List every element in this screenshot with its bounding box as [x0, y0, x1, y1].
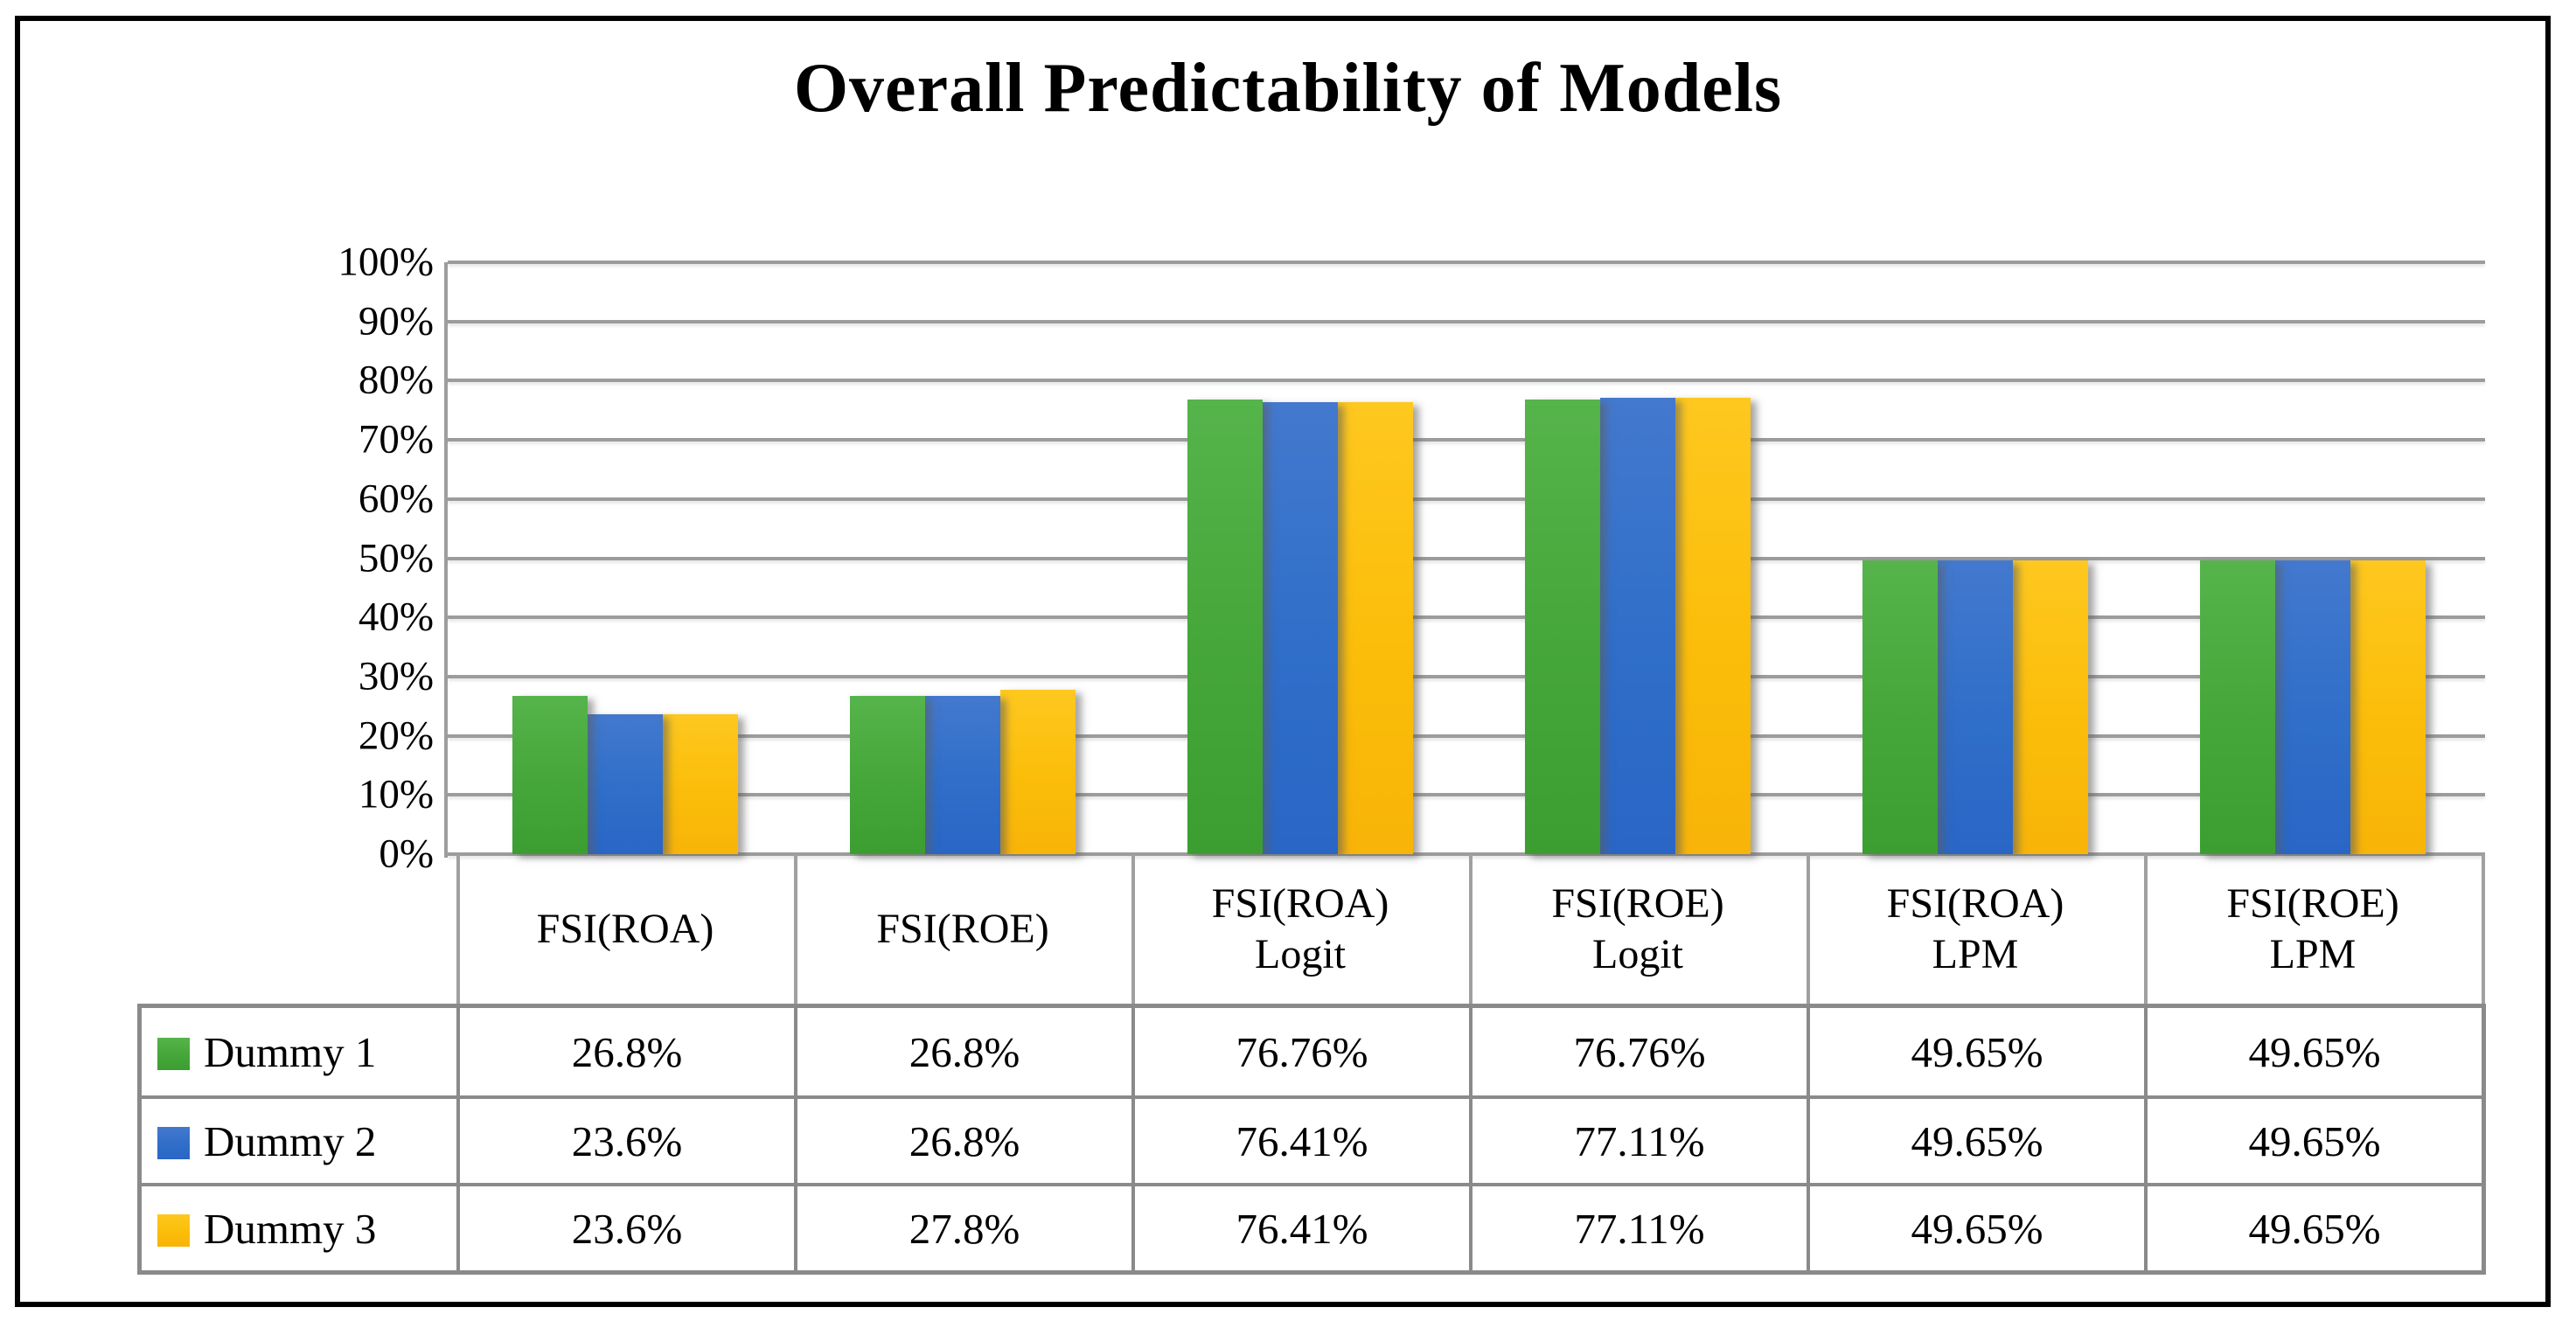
gridline — [448, 438, 2485, 442]
gridline — [448, 674, 2485, 678]
category-label-line: FSI(ROA) — [536, 905, 714, 952]
table-cell-r2-c3: 76.41% — [1131, 1095, 1469, 1183]
chart-outer-border — [15, 16, 2551, 1307]
category-divider — [2482, 854, 2485, 1004]
bar-dummy-2-5 — [1938, 560, 2013, 854]
category-label: FSI(ROE) — [794, 856, 1131, 1002]
gridline — [448, 852, 2485, 856]
table-cell-r1-c6: 49.65% — [2144, 1008, 2482, 1095]
category-label-line: LPM — [1932, 930, 2019, 977]
gridline — [448, 793, 2485, 797]
table-cell-r1-c2: 26.8% — [794, 1008, 1131, 1095]
table-cell-r1-c1: 26.8% — [456, 1008, 794, 1095]
bar-dummy-3-2 — [1000, 689, 1076, 854]
category-divider — [1131, 854, 1135, 1004]
y-axis-label: 50% — [358, 535, 434, 581]
table-cell-r3-c2: 27.8% — [794, 1183, 1131, 1270]
y-axis-label: 30% — [358, 653, 434, 699]
data-table: Dummy 1 26.8% 26.8% 76.76% 76.76% 49.65% 49.65… — [137, 1004, 2486, 1275]
category-divider — [456, 854, 460, 1004]
table-cell-r3-c1: 23.6% — [456, 1183, 794, 1270]
bar-dummy-2-4 — [1600, 397, 1675, 854]
bar-dummy-2-2 — [925, 695, 1000, 854]
table-cell-r1-c3: 76.76% — [1131, 1008, 1469, 1095]
chart-title: Overall Predictability of Models — [793, 50, 1783, 127]
table-cell-r1-c4: 76.76% — [1469, 1008, 1807, 1095]
category-label-line: FSI(ROE) — [2226, 880, 2399, 927]
table-cell-r2-c5: 49.65% — [1807, 1095, 2144, 1183]
table-cell-r3-c4: 77.11% — [1469, 1183, 1807, 1270]
category-label: FSI(ROA) — [456, 856, 794, 1002]
y-axis-label: 90% — [358, 298, 434, 344]
category-label: FSI(ROA) LPM — [1807, 856, 2144, 1002]
legend-marker-icon — [157, 1037, 190, 1070]
bar-dummy-1-3 — [1187, 400, 1263, 854]
legend-label: Dummy 3 — [204, 1204, 377, 1253]
gridline — [448, 497, 2485, 501]
category-label-line: FSI(ROE) — [876, 905, 1049, 952]
legend-marker-icon — [157, 1213, 190, 1247]
bar-dummy-2-3 — [1263, 401, 1338, 854]
gridline — [448, 261, 2485, 264]
y-axis-label: 60% — [358, 476, 434, 522]
legend-cell-dummy-2: Dummy 2 — [142, 1095, 456, 1183]
bar-dummy-2-6 — [2275, 560, 2350, 854]
category-label-line: FSI(ROE) — [1551, 880, 1724, 927]
bar-dummy-1-5 — [1862, 560, 1938, 854]
category-divider — [1469, 854, 1472, 1004]
bar-dummy-3-5 — [2013, 560, 2088, 854]
legend-cell-dummy-1: Dummy 1 — [142, 1008, 456, 1095]
gridline — [448, 319, 2485, 323]
category-divider — [2144, 854, 2148, 1004]
category-divider — [1807, 854, 1810, 1004]
category-label-line: LPM — [2269, 930, 2357, 977]
legend-marker-icon — [157, 1126, 190, 1159]
bar-dummy-3-4 — [1675, 397, 1751, 854]
legend-label: Dummy 2 — [204, 1116, 377, 1165]
y-axis-label: 10% — [358, 771, 434, 817]
bar-dummy-2-1 — [588, 714, 663, 854]
gridline — [448, 556, 2485, 560]
table-cell-r2-c4: 77.11% — [1469, 1095, 1807, 1183]
y-axis-label: 70% — [358, 416, 434, 462]
y-axis-label: 80% — [358, 357, 434, 403]
y-axis-label: 40% — [358, 594, 434, 640]
y-axis-label: 100% — [338, 239, 434, 285]
category-label-line: FSI(ROA) — [1211, 880, 1389, 927]
category-label: FSI(ROE) LPM — [2144, 856, 2482, 1002]
table-cell-r2-c6: 49.65% — [2144, 1095, 2482, 1183]
y-axis-line — [444, 262, 448, 858]
bar-dummy-3-1 — [663, 714, 738, 854]
legend-cell-dummy-3: Dummy 3 — [142, 1183, 456, 1270]
category-divider — [794, 854, 797, 1004]
table-cell-r3-c6: 49.65% — [2144, 1183, 2482, 1270]
bar-dummy-3-6 — [2350, 560, 2426, 854]
category-label: FSI(ROA) Logit — [1131, 856, 1469, 1002]
gridline — [448, 615, 2485, 620]
category-label-line: Logit — [1255, 930, 1346, 977]
y-axis-label: 0% — [379, 831, 434, 877]
table-cell-r3-c3: 76.41% — [1131, 1183, 1469, 1270]
bar-dummy-1-6 — [2200, 560, 2275, 854]
table-cell-r3-c5: 49.65% — [1807, 1183, 2144, 1270]
bar-dummy-3-3 — [1338, 401, 1413, 854]
gridline — [448, 379, 2485, 383]
y-axis-label: 20% — [358, 713, 434, 759]
category-label: FSI(ROE) Logit — [1469, 856, 1807, 1002]
table-cell-r1-c5: 49.65% — [1807, 1008, 2144, 1095]
table-cell-r2-c2: 26.8% — [794, 1095, 1131, 1183]
bar-dummy-1-2 — [850, 695, 925, 854]
gridline — [448, 734, 2485, 738]
legend-label: Dummy 1 — [204, 1027, 377, 1076]
category-label-line: Logit — [1592, 930, 1683, 977]
bar-dummy-1-4 — [1525, 400, 1600, 854]
category-label-line: FSI(ROA) — [1886, 880, 2064, 927]
bar-dummy-1-1 — [512, 695, 588, 854]
table-cell-r2-c1: 23.6% — [456, 1095, 794, 1183]
